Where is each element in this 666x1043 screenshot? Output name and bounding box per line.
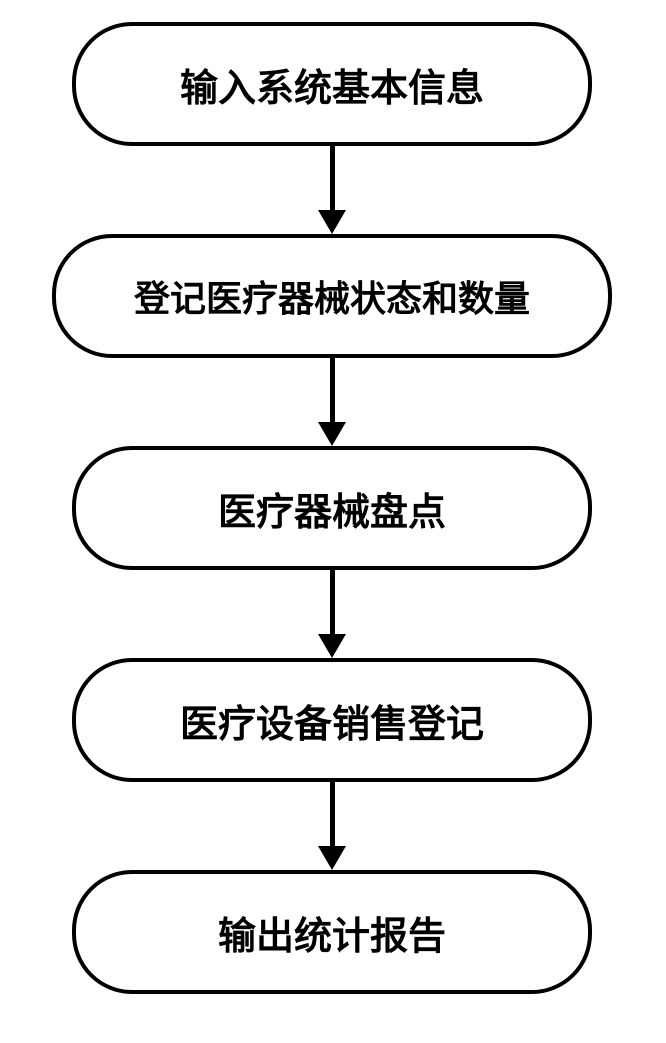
flow-node-output-report: 输出统计报告 [72,870,592,994]
flow-edge-arrowhead-icon [318,846,346,870]
flow-node-sales-register: 医疗设备销售登记 [72,658,592,782]
flowchart-canvas: 输入系统基本信息 登记医疗器械状态和数量 医疗器械盘点 医疗设备销售登记 输出统… [0,0,666,1043]
flow-node-register-device-status: 登记医疗器械状态和数量 [52,234,612,358]
flow-edge-line [330,146,335,210]
flow-edge-line [330,358,335,422]
flow-node-device-inventory: 医疗器械盘点 [72,446,592,570]
flow-node-label: 医疗设备销售登记 [180,693,484,748]
flow-edge-line [330,570,335,634]
flow-node-input-basic-info: 输入系统基本信息 [72,22,592,146]
flow-node-label: 输入系统基本信息 [180,57,484,112]
flow-edge-line [330,782,335,846]
flow-edge-arrowhead-icon [318,210,346,234]
flow-node-label: 输出统计报告 [218,905,446,960]
flow-edge-arrowhead-icon [318,634,346,658]
flow-node-label: 登记医疗器械状态和数量 [134,270,530,322]
flow-edge-arrowhead-icon [318,422,346,446]
flow-node-label: 医疗器械盘点 [218,481,446,536]
